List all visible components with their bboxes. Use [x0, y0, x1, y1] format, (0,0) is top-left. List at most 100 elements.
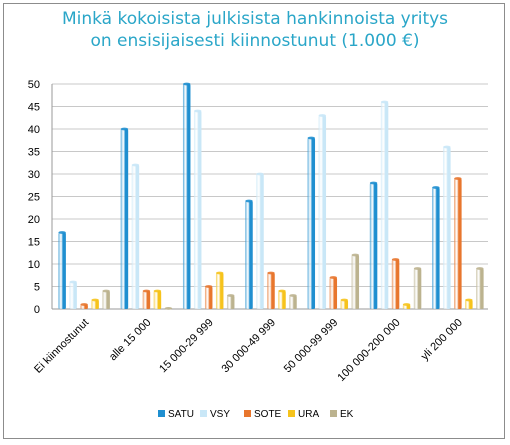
bar-vsy — [69, 282, 77, 309]
chart-frame — [3, 3, 505, 439]
bar-ek — [226, 295, 235, 309]
bar-sote — [142, 291, 151, 309]
bar-cap — [476, 267, 484, 270]
legend-swatch-ek — [330, 410, 337, 417]
bar-cap — [351, 253, 360, 257]
y-tick-label: 50 — [28, 79, 40, 91]
bar-satu — [182, 84, 191, 309]
bar-vsy — [318, 115, 327, 309]
bar-cap — [58, 231, 66, 234]
bar-sote — [391, 259, 400, 309]
y-tick-label: 10 — [28, 259, 40, 271]
bar-cap — [289, 294, 297, 297]
bar-cap — [329, 276, 338, 279]
bar-ek — [102, 291, 110, 309]
bar-satu — [432, 187, 440, 309]
bar-cap — [432, 186, 440, 189]
bar-cap — [153, 289, 162, 293]
legend-label-ek: EK — [340, 409, 354, 420]
bar-ek — [351, 255, 360, 309]
bar-cap — [215, 271, 224, 275]
bar-cap — [182, 82, 191, 86]
x-category-label: 50 000-99 999 — [282, 317, 341, 376]
bar-ura — [215, 273, 224, 309]
legend-swatch-vsy — [200, 410, 207, 417]
chart-title: Minkä kokoisista julkisista hankinnoista… — [0, 8, 510, 52]
chart-title-line-2: on ensisijaisesti kiinnostunut (1.000 €) — [90, 31, 420, 51]
x-category-label: Ei kiinnostunut — [32, 317, 91, 376]
bar-ek — [476, 268, 484, 309]
legend-label-ura: URA — [298, 409, 319, 420]
bar-cap — [164, 307, 173, 310]
bar-cap — [380, 100, 389, 104]
bar-ura — [91, 300, 99, 309]
y-tick-label: 25 — [28, 192, 40, 204]
y-tick-label: 0 — [34, 304, 40, 316]
x-category-label: 100 000-200 000 — [335, 317, 402, 384]
bar-satu — [307, 138, 316, 309]
bar-sote — [204, 286, 213, 309]
bar-ura — [278, 291, 286, 309]
bar-satu — [245, 201, 253, 309]
bar-cap — [80, 303, 88, 306]
bar-cap — [465, 298, 473, 302]
legend-swatch-sote — [244, 410, 251, 417]
bar-cap — [245, 199, 253, 203]
chart-title-line-1: Minkä kokoisista julkisista hankinnoista… — [61, 9, 449, 29]
bar-cap — [443, 145, 451, 149]
legend-label-vsy: VSY — [210, 409, 230, 420]
y-tick-label: 30 — [28, 169, 40, 181]
bar-cap — [142, 289, 151, 293]
bar-cap — [413, 267, 422, 270]
y-tick-label: 40 — [28, 124, 40, 136]
bar-ek — [413, 268, 422, 309]
bar-cap — [226, 294, 235, 297]
bar-cap — [120, 127, 129, 131]
x-category-label: alle 15 000 — [107, 317, 154, 364]
y-tick-label: 15 — [28, 237, 40, 249]
bar-cap — [318, 114, 327, 117]
bar-cap — [369, 181, 378, 185]
x-category-label: yli 200 000 — [419, 317, 465, 363]
x-axis: Ei kiinnostunut alle 15 000 15 000-29 999 3… — [32, 317, 465, 384]
bar-cap — [193, 109, 202, 113]
bar-vsy — [380, 102, 389, 309]
bar-cap — [391, 258, 400, 261]
bar-sote — [329, 277, 338, 309]
bar-vsy — [131, 165, 140, 309]
legend-label-sote: SOTE — [254, 409, 282, 420]
x-category-label: 15 000-29 999 — [157, 317, 216, 376]
y-tick-label: 35 — [28, 147, 40, 159]
bar-vsy — [256, 174, 264, 309]
bar-cap — [454, 177, 462, 180]
bar-cap — [278, 289, 286, 293]
bar-ura — [340, 300, 349, 309]
bar-satu — [369, 183, 378, 309]
bar-cap — [267, 271, 275, 275]
bar-cap — [402, 303, 411, 306]
legend-label-satu: SATU — [168, 409, 194, 420]
y-tick-label: 45 — [28, 102, 40, 114]
bar-cap — [91, 298, 99, 302]
bar-vsy — [193, 111, 202, 309]
y-axis: 0 5 10 15 20 25 30 35 40 45 50 — [28, 79, 488, 316]
bar-sote — [454, 178, 462, 309]
bar-cap — [102, 289, 110, 293]
legend-swatch-satu — [158, 410, 165, 417]
bar-vsy — [443, 147, 451, 309]
bar-cap — [256, 172, 264, 176]
y-tick-label: 20 — [28, 214, 40, 226]
legend: SATU VSY SOTE URA EK — [158, 409, 354, 420]
bar-satu — [120, 129, 129, 309]
bar-cap — [69, 280, 77, 284]
bar-ura — [153, 291, 162, 309]
bar-cap — [307, 136, 316, 140]
y-tick-label: 5 — [34, 282, 40, 294]
legend-swatch-ura — [288, 410, 295, 417]
bar-cap — [131, 163, 140, 167]
bar-ura — [465, 300, 473, 309]
bar-ek — [289, 295, 297, 309]
x-category-label: 30 000-49 999 — [219, 317, 278, 376]
bar-sote — [267, 273, 275, 309]
